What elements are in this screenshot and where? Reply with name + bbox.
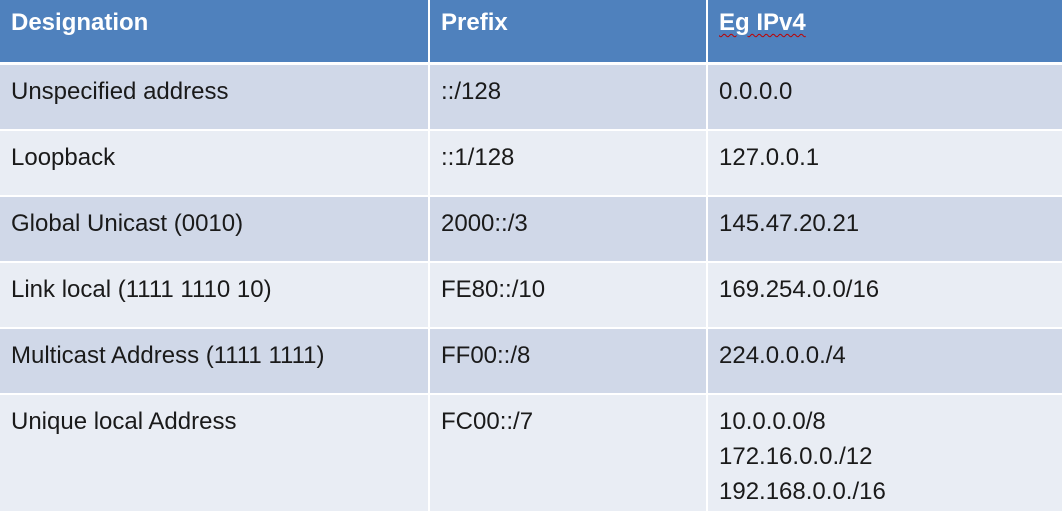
ipv4-cell: 169.254.0.0/16 — [708, 263, 1062, 327]
ipv4-value: 0.0.0.0 — [719, 78, 793, 105]
ipv4-cell: 127.0.0.1 — [708, 131, 1062, 195]
designation-cell: Link local (1111 1110 10) — [0, 263, 430, 327]
prefix-cell: FE80::/10 — [430, 263, 708, 327]
table-row: Global Unicast (0010) 2000::/3 145.47.20… — [0, 197, 1062, 263]
header-prefix: Prefix — [430, 0, 708, 62]
ipv4-cell: 145.47.20.21 — [708, 197, 1062, 261]
table-row: Loopback ::1/128 127.0.0.1 — [0, 131, 1062, 197]
designation-cell: Multicast Address (1111 1111) — [0, 329, 430, 393]
designation-cell: Unique local Address — [0, 395, 430, 511]
header-designation: Designation — [0, 0, 430, 62]
ipv4-cell: 224.0.0.0./4 — [708, 329, 1062, 393]
designation-cell: Loopback — [0, 131, 430, 195]
ipv4-value: 172.16.0.0./12 — [719, 443, 873, 470]
table-row: Link local (1111 1110 10) FE80::/10 169.… — [0, 263, 1062, 329]
designation-cell: Unspecified address — [0, 65, 430, 129]
ipv4-value: 145.47.20.21 — [719, 210, 860, 237]
table-row: Multicast Address (1111 1111) FF00::/8 2… — [0, 329, 1062, 395]
prefix-cell: 2000::/3 — [430, 197, 708, 261]
ipv4-value: 169.254.0.0/16 — [719, 276, 880, 303]
table-header-row: Designation Prefix Eg IPv4 — [0, 0, 1062, 65]
designation-cell: Global Unicast (0010) — [0, 197, 430, 261]
ipv4-value: 224.0.0.0./4 — [719, 342, 846, 369]
ipv4-cell: 0.0.0.0 — [708, 65, 1062, 129]
prefix-cell: ::/128 — [430, 65, 708, 129]
prefix-cell: FF00::/8 — [430, 329, 708, 393]
table-row: Unspecified address ::/128 0.0.0.0 — [0, 65, 1062, 131]
table-row: Unique local Address FC00::/7 10.0.0.0/8… — [0, 395, 1062, 511]
prefix-cell: FC00::/7 — [430, 395, 708, 511]
ipv4-value: 192.168.0.0./16 — [719, 478, 886, 505]
prefix-cell: ::1/128 — [430, 131, 708, 195]
ipv4-cell: 10.0.0.0/8 172.16.0.0./12 192.168.0.0./1… — [708, 395, 1062, 511]
header-eg-ipv4-text: Eg IPv4 — [719, 9, 806, 36]
ipv4-value: 127.0.0.1 — [719, 144, 820, 171]
header-eg-ipv4: Eg IPv4 — [708, 0, 1062, 62]
ipv4-value: 10.0.0.0/8 — [719, 408, 826, 435]
